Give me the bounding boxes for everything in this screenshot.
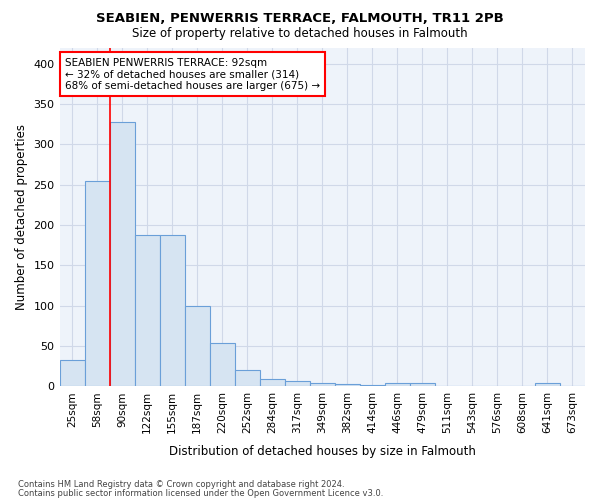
Text: SEABIEN, PENWERRIS TERRACE, FALMOUTH, TR11 2PB: SEABIEN, PENWERRIS TERRACE, FALMOUTH, TR…	[96, 12, 504, 26]
Bar	[160, 234, 185, 386]
Bar	[410, 383, 435, 386]
Text: Contains public sector information licensed under the Open Government Licence v3: Contains public sector information licen…	[18, 489, 383, 498]
Bar	[185, 306, 209, 386]
Y-axis label: Number of detached properties: Number of detached properties	[15, 124, 28, 310]
Bar	[335, 384, 360, 386]
Bar	[59, 360, 85, 386]
Bar	[360, 385, 385, 386]
Bar	[85, 180, 110, 386]
Bar	[260, 379, 285, 386]
Text: SEABIEN PENWERRIS TERRACE: 92sqm
← 32% of detached houses are smaller (314)
68% : SEABIEN PENWERRIS TERRACE: 92sqm ← 32% o…	[65, 58, 320, 91]
Bar	[110, 122, 134, 386]
Bar	[134, 234, 160, 386]
Text: Contains HM Land Registry data © Crown copyright and database right 2024.: Contains HM Land Registry data © Crown c…	[18, 480, 344, 489]
Text: Size of property relative to detached houses in Falmouth: Size of property relative to detached ho…	[132, 28, 468, 40]
Bar	[285, 381, 310, 386]
Bar	[385, 383, 410, 386]
Bar	[209, 343, 235, 386]
Bar	[535, 383, 560, 386]
X-axis label: Distribution of detached houses by size in Falmouth: Distribution of detached houses by size …	[169, 444, 476, 458]
Bar	[235, 370, 260, 386]
Bar	[310, 383, 335, 386]
